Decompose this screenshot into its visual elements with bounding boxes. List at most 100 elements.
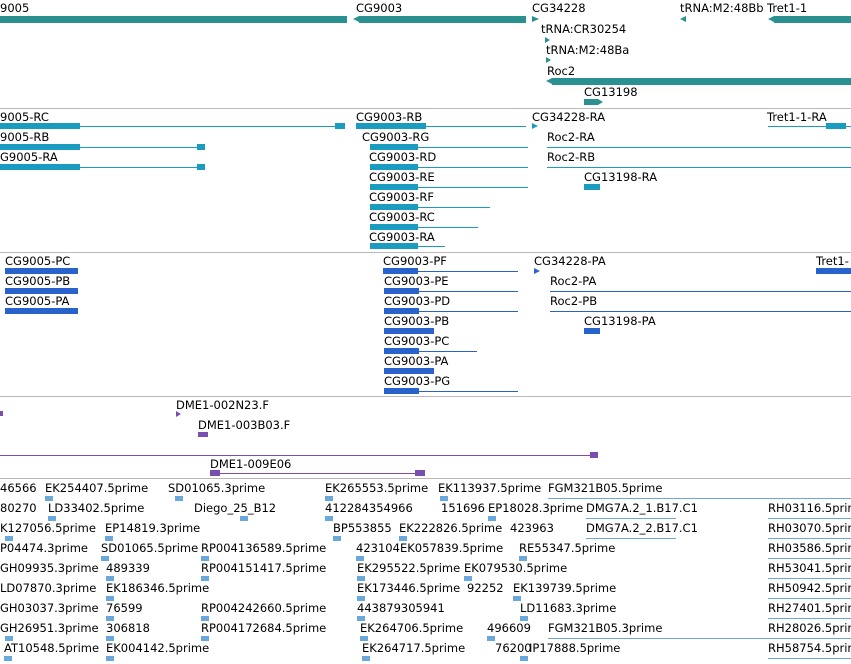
- est-label[interactable]: FGM321B05.3prime: [548, 621, 663, 635]
- strand-arrow-icon[interactable]: [534, 268, 540, 274]
- est-label[interactable]: RP004172684.5prime: [201, 621, 327, 635]
- strand-arrow-icon[interactable]: [546, 57, 551, 63]
- transcript-exon[interactable]: [370, 144, 418, 150]
- est-feature[interactable]: [201, 616, 209, 621]
- est-label[interactable]: EK254407.5prime: [45, 481, 149, 495]
- clone-label[interactable]: DME1-002N23.F: [176, 398, 269, 412]
- transcript-label[interactable]: CG13198-RA: [584, 170, 658, 184]
- gene-label[interactable]: CG9003: [356, 1, 403, 15]
- clone-feature[interactable]: [415, 470, 425, 476]
- est-label[interactable]: 92252: [467, 581, 504, 595]
- est-label[interactable]: LD11683.3prime: [520, 601, 617, 615]
- strand-arrow-icon[interactable]: [680, 16, 686, 22]
- protein-feature[interactable]: [5, 308, 78, 314]
- est-feature[interactable]: [201, 636, 209, 641]
- est-label[interactable]: EP18028.3prime: [488, 501, 584, 515]
- protein-label[interactable]: CG9003-PA: [384, 354, 449, 368]
- transcript-exon[interactable]: [0, 144, 80, 150]
- clone-label[interactable]: DME1-009E06: [210, 457, 292, 471]
- protein-feature[interactable]: [384, 308, 419, 314]
- transcript-label[interactable]: Roc2-RA: [547, 130, 595, 144]
- est-feature[interactable]: [201, 576, 209, 581]
- est-feature[interactable]: [513, 596, 521, 601]
- est-feature[interactable]: [360, 636, 368, 641]
- est-feature[interactable]: [362, 656, 370, 661]
- est-label[interactable]: BP553855: [333, 521, 392, 535]
- gene-label[interactable]: CG13198: [584, 85, 638, 99]
- est-label[interactable]: 489339: [106, 561, 150, 575]
- gene-label[interactable]: CG34228: [532, 1, 586, 15]
- est-label[interactable]: EK057839.5prime: [400, 541, 504, 555]
- est-label[interactable]: EK004142.5prime: [106, 641, 210, 655]
- est-feature[interactable]: [520, 656, 528, 661]
- est-feature[interactable]: [106, 616, 114, 621]
- est-label[interactable]: EK173446.5prime: [357, 581, 461, 595]
- protein-label[interactable]: Tret1-: [816, 254, 849, 268]
- est-label[interactable]: GH09935.3prime: [0, 561, 99, 575]
- protein-feature[interactable]: [816, 268, 851, 274]
- est-feature[interactable]: [519, 556, 527, 561]
- est-feature[interactable]: [106, 576, 114, 581]
- est-label[interactable]: P04474.3prime: [0, 541, 88, 555]
- strand-arrow-icon[interactable]: [532, 16, 539, 22]
- est-label[interactable]: EK265553.5prime: [325, 481, 429, 495]
- transcript-label[interactable]: Tret1-1-RA: [767, 110, 827, 124]
- est-feature[interactable]: [106, 656, 114, 661]
- est-label[interactable]: FGM321B05.5prime: [548, 481, 663, 495]
- protein-label[interactable]: CG9003-PB: [384, 314, 450, 328]
- est-label[interactable]: IP17888.5prime: [529, 641, 621, 655]
- est-feature[interactable]: [333, 536, 341, 541]
- protein-label[interactable]: CG9005-PC: [5, 254, 71, 268]
- transcript-exon[interactable]: [197, 144, 205, 150]
- est-label[interactable]: AT10548.5prime: [4, 641, 100, 655]
- transcript-label[interactable]: Roc2-RB: [547, 150, 596, 164]
- est-label[interactable]: EK079530.5prime: [464, 561, 568, 575]
- transcript-label[interactable]: CG9003-RB: [356, 110, 423, 124]
- est-feature[interactable]: [240, 516, 248, 521]
- strand-arrow-icon[interactable]: [176, 411, 181, 417]
- est-label[interactable]: 46566: [0, 481, 37, 495]
- est-label[interactable]: 80270: [0, 501, 37, 515]
- gene-label[interactable]: Roc2: [547, 64, 576, 78]
- est-label[interactable]: EK295522.5prime: [357, 561, 461, 575]
- est-feature[interactable]: [48, 516, 56, 521]
- protein-feature[interactable]: [384, 348, 419, 354]
- protein-feature[interactable]: [5, 268, 78, 274]
- protein-feature[interactable]: [383, 268, 418, 274]
- transcript-label[interactable]: CG9003-RA: [369, 230, 435, 244]
- transcript-exon[interactable]: [0, 164, 80, 170]
- est-label[interactable]: LD07870.3prime: [0, 581, 97, 595]
- transcript-label[interactable]: 9005-RC: [0, 110, 49, 124]
- gene-label[interactable]: tRNA:M2:48Ba: [546, 43, 630, 57]
- est-feature[interactable]: [487, 636, 495, 641]
- est-label[interactable]: EK139739.5prime: [513, 581, 617, 595]
- est-label[interactable]: EK264717.5prime: [362, 641, 466, 655]
- gene-label[interactable]: Tret1-1: [767, 1, 808, 15]
- strand-arrow-icon[interactable]: [532, 123, 538, 129]
- protein-feature[interactable]: [584, 328, 600, 334]
- est-label[interactable]: RH50942.5prime: [768, 581, 851, 595]
- est-feature[interactable]: [101, 556, 109, 561]
- est-label[interactable]: GH03037.3prime: [0, 601, 99, 615]
- clone-feature[interactable]: [590, 452, 598, 458]
- est-feature[interactable]: [175, 496, 183, 501]
- protein-label[interactable]: CG34228-PA: [534, 254, 606, 268]
- transcript-exon[interactable]: [335, 123, 345, 129]
- gene-label[interactable]: tRNA:CR30254: [541, 22, 627, 36]
- gene-label[interactable]: tRNA:M2:48Bb: [680, 1, 764, 15]
- est-feature[interactable]: [5, 536, 13, 541]
- est-label[interactable]: RP004151417.5prime: [201, 561, 327, 575]
- transcript-exon[interactable]: [370, 184, 418, 190]
- protein-label[interactable]: CG13198-PA: [584, 314, 656, 328]
- est-label[interactable]: 306818: [106, 621, 150, 635]
- est-feature[interactable]: [5, 636, 13, 641]
- est-feature[interactable]: [325, 516, 333, 521]
- transcript-exon[interactable]: [370, 224, 418, 230]
- transcript-exon[interactable]: [356, 123, 426, 129]
- protein-feature[interactable]: [384, 328, 434, 334]
- est-feature[interactable]: [520, 616, 528, 621]
- est-label[interactable]: EK113937.5prime: [438, 481, 542, 495]
- transcript-label[interactable]: CG9003-RE: [369, 170, 435, 184]
- est-feature[interactable]: [106, 636, 114, 641]
- clone-label[interactable]: DME1-003B03.F: [198, 418, 291, 432]
